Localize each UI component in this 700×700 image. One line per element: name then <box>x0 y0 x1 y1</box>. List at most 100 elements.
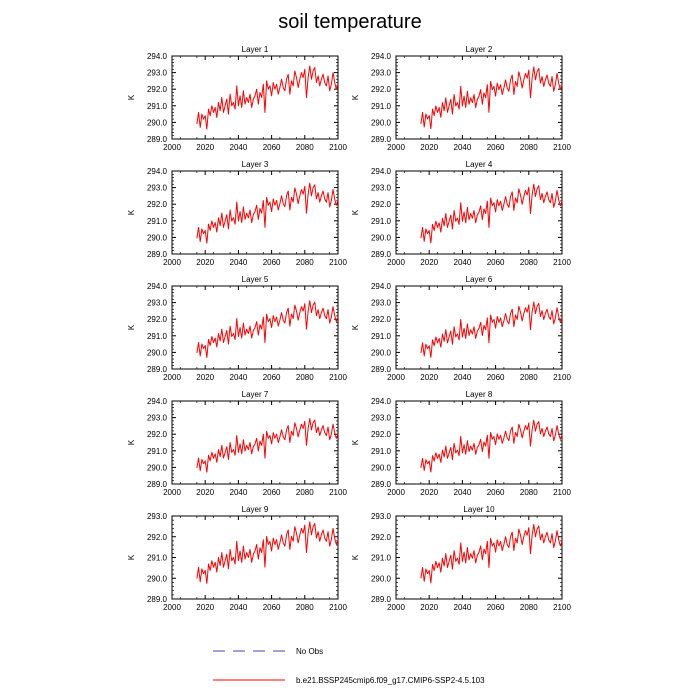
y-axis-label: K <box>127 94 136 100</box>
y-tick-label: 292.0 <box>371 430 392 439</box>
y-tick-label: 291.0 <box>371 102 392 111</box>
x-tick-label: 2060 <box>263 143 281 152</box>
y-tick-label: 291.0 <box>147 554 168 563</box>
y-tick-label: 292.0 <box>371 315 392 324</box>
plot-frame <box>395 55 563 140</box>
x-tick-label: 2080 <box>520 373 538 382</box>
figure-title: soil temperature <box>278 11 421 33</box>
y-tick-label: 293.0 <box>371 512 392 521</box>
x-tick-label: 2080 <box>520 488 538 497</box>
y-tick-label: 289.0 <box>147 595 168 604</box>
x-tick-label: 2100 <box>553 603 571 612</box>
panel-layer-2: Layer 2 K 289.0 290.0 291.0 292.0 293.0 294.0 20… <box>351 45 571 152</box>
x-tick-label: 2100 <box>553 143 571 152</box>
y-tick-label: 290.0 <box>147 463 168 472</box>
y-tick-label: 292.0 <box>147 200 168 209</box>
x-tick-label: 2020 <box>196 258 214 267</box>
x-tick-label: 2040 <box>454 373 472 382</box>
x-tick-label: 2000 <box>163 373 181 382</box>
y-axis-label: K <box>127 439 136 445</box>
y-tick-label: 292.0 <box>371 85 392 94</box>
plot-frame <box>395 285 563 370</box>
y-tick-label: 289.0 <box>371 480 392 489</box>
y-tick-label: 294.0 <box>147 282 168 291</box>
x-tick-label: 2040 <box>230 373 248 382</box>
x-tick-label: 2000 <box>387 373 405 382</box>
x-tick-label: 2000 <box>387 603 405 612</box>
y-tick-label: 291.0 <box>371 217 392 226</box>
x-tick-label: 2040 <box>454 143 472 152</box>
x-tick-label: 2080 <box>296 373 314 382</box>
y-tick-label: 292.0 <box>371 200 392 209</box>
panel-title: Layer 4 <box>466 160 493 169</box>
x-tick-label: 2080 <box>296 488 314 497</box>
x-tick-label: 2000 <box>387 143 405 152</box>
panel-title: Layer 5 <box>242 275 269 284</box>
y-axis-label: K <box>351 324 360 330</box>
panel-title: Layer 9 <box>242 505 269 514</box>
x-tick-label: 2000 <box>163 603 181 612</box>
x-tick-label: 2100 <box>553 258 571 267</box>
y-tick-label: 291.0 <box>147 332 168 341</box>
x-tick-label: 2020 <box>420 603 438 612</box>
x-tick-label: 2100 <box>329 373 347 382</box>
y-tick-label: 291.0 <box>147 447 168 456</box>
y-tick-label: 289.0 <box>147 365 168 374</box>
y-tick-label: 294.0 <box>147 52 168 61</box>
y-tick-label: 293.0 <box>371 69 392 78</box>
x-tick-label: 2020 <box>420 488 438 497</box>
x-tick-label: 2100 <box>329 143 347 152</box>
x-tick-label: 2020 <box>196 143 214 152</box>
y-tick-label: 289.0 <box>371 595 392 604</box>
series-line <box>420 66 563 130</box>
x-tick-label: 2040 <box>230 603 248 612</box>
y-tick-label: 292.0 <box>147 315 168 324</box>
series-line <box>420 183 563 244</box>
legend-model-run-label: b.e21.BSSP245cmip6.f09_g17.CMIP6-SSP2-4.… <box>296 676 485 685</box>
panel-layer-4: Layer 4 K 289.0 290.0 291.0 292.0 293.0 294.0 20… <box>351 160 571 267</box>
plot-frame <box>395 400 563 485</box>
y-tick-label: 290.0 <box>147 348 168 357</box>
series-line <box>420 524 563 584</box>
y-axis-label: K <box>351 94 360 100</box>
panel-layer-3: Layer 3 K 289.0 290.0 291.0 292.0 293.0 294.0 20… <box>127 160 347 267</box>
y-tick-label: 290.0 <box>147 118 168 127</box>
x-tick-label: 2060 <box>487 488 505 497</box>
y-axis-label: K <box>127 324 136 330</box>
series-line <box>196 65 339 130</box>
y-tick-label: 293.0 <box>371 184 392 193</box>
panel-layer-8: Layer 8 K 289.0 290.0 291.0 292.0 293.0 294.0 20… <box>351 390 571 497</box>
y-tick-label: 292.0 <box>371 533 392 542</box>
y-tick-label: 289.0 <box>371 365 392 374</box>
y-tick-label: 294.0 <box>371 52 392 61</box>
x-tick-label: 2000 <box>387 488 405 497</box>
y-tick-label: 289.0 <box>147 135 168 144</box>
y-tick-label: 293.0 <box>147 512 168 521</box>
y-tick-label: 291.0 <box>371 447 392 456</box>
series-line <box>196 418 339 473</box>
y-tick-label: 293.0 <box>147 69 168 78</box>
x-tick-label: 2000 <box>163 143 181 152</box>
y-tick-label: 290.0 <box>371 233 392 242</box>
x-tick-label: 2000 <box>163 488 181 497</box>
y-tick-label: 289.0 <box>147 480 168 489</box>
y-tick-label: 292.0 <box>147 430 168 439</box>
x-tick-label: 2040 <box>454 488 472 497</box>
y-axis-label: K <box>351 209 360 215</box>
x-tick-label: 2080 <box>296 258 314 267</box>
legend-no-obs-label: No Obs <box>296 647 323 656</box>
panel-title: Layer 1 <box>242 45 269 54</box>
series-line <box>196 300 339 358</box>
x-tick-label: 2040 <box>230 488 248 497</box>
x-tick-label: 2060 <box>487 258 505 267</box>
x-tick-label: 2080 <box>520 603 538 612</box>
y-tick-label: 293.0 <box>147 184 168 193</box>
panel-title: Layer 2 <box>466 45 493 54</box>
plot-frame <box>171 285 339 370</box>
x-tick-label: 2000 <box>163 258 181 267</box>
x-tick-label: 2040 <box>230 258 248 267</box>
y-axis-label: K <box>351 439 360 445</box>
plot-frame <box>171 400 339 485</box>
panel-grid: Layer 1 K 289.0 290.0 291.0 292.0 293.0 294.0 20… <box>127 45 571 612</box>
y-tick-label: 290.0 <box>147 574 168 583</box>
